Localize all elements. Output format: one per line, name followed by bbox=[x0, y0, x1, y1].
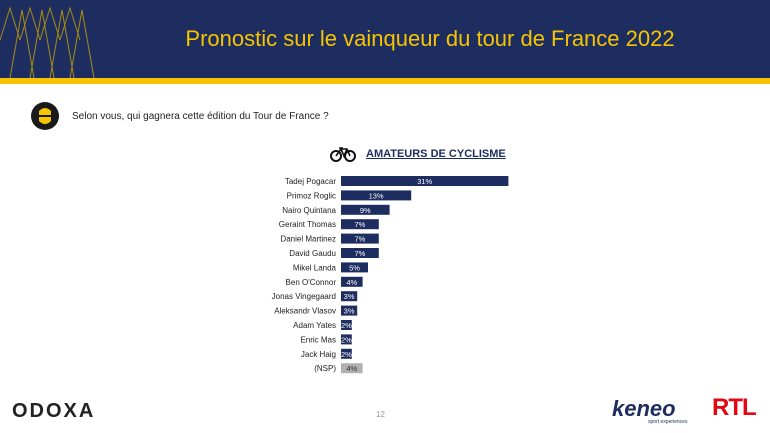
bar bbox=[341, 291, 358, 302]
category-label: Enric Mas bbox=[300, 335, 336, 344]
category-label: Adam Yates bbox=[293, 321, 336, 330]
rtl-logo: RTL bbox=[712, 394, 757, 421]
bar bbox=[341, 262, 368, 273]
bar-value-label: 2% bbox=[341, 350, 352, 359]
page-number: 12 bbox=[376, 410, 385, 419]
category-label: Mikel Landa bbox=[293, 263, 337, 272]
bar bbox=[341, 204, 390, 215]
odoxa-logo: ODOXA bbox=[12, 400, 96, 422]
category-label: Aleksandr Vlasov bbox=[274, 307, 336, 316]
bar-value-label: 3% bbox=[344, 292, 355, 301]
bar bbox=[341, 190, 412, 201]
bar-value-label: 5% bbox=[349, 263, 360, 272]
category-label: Tadej Pogacar bbox=[285, 177, 336, 186]
bar-value-label: 7% bbox=[354, 235, 365, 244]
bar-value-label: 9% bbox=[360, 206, 371, 215]
bar-value-label: 4% bbox=[346, 278, 357, 287]
header-bar: Pronostic sur le vainqueur du tour de Fr… bbox=[0, 0, 770, 78]
category-label: David Gaudu bbox=[289, 249, 336, 258]
bar bbox=[341, 320, 352, 330]
bar-value-label: 3% bbox=[344, 307, 355, 316]
keneo-tagline: sport experiences bbox=[648, 419, 688, 425]
header-pattern-icon bbox=[0, 6, 95, 78]
bar-value-label: 7% bbox=[354, 220, 365, 229]
category-label: Jonas Vingegaard bbox=[272, 292, 336, 301]
odoxa-badge-icon bbox=[31, 102, 59, 130]
keneo-logo: keneo bbox=[612, 396, 676, 421]
category-label: Primoz Roglic bbox=[287, 191, 336, 200]
bar bbox=[341, 233, 379, 244]
bicycle-icon bbox=[330, 147, 356, 162]
bar bbox=[341, 248, 379, 258]
category-label: Geraint Thomas bbox=[279, 220, 336, 229]
bar-value-label: 2% bbox=[341, 335, 352, 344]
bar bbox=[341, 305, 358, 316]
bar-value-label: 4% bbox=[346, 364, 357, 373]
category-label: Ben O'Connor bbox=[286, 278, 337, 287]
bar-value-label: 7% bbox=[354, 249, 365, 258]
question-row: Selon vous, qui gagnera cette édition du… bbox=[30, 98, 329, 134]
category-label: Jack Haig bbox=[301, 350, 336, 359]
bar-value-label: 13% bbox=[369, 191, 384, 200]
bar bbox=[341, 176, 509, 186]
category-label: Daniel Martinez bbox=[280, 235, 336, 244]
bar-value-label: 31% bbox=[417, 177, 432, 186]
page-title: Pronostic sur le vainqueur du tour de Fr… bbox=[185, 26, 675, 51]
question-text: Selon vous, qui gagnera cette édition du… bbox=[72, 110, 329, 122]
bar bbox=[341, 334, 352, 345]
bar-value-label: 2% bbox=[341, 321, 352, 330]
category-label: Nairo Quintana bbox=[282, 206, 336, 215]
bar bbox=[341, 363, 363, 374]
category-label: (NSP) bbox=[314, 364, 336, 373]
bar bbox=[341, 348, 352, 359]
section-title: AMATEURS DE CYCLISME bbox=[366, 148, 506, 160]
bar bbox=[341, 276, 363, 287]
bar bbox=[341, 219, 379, 230]
section-header: AMATEURS DE CYCLISME bbox=[330, 146, 506, 162]
header-accent-stripe bbox=[0, 78, 770, 84]
